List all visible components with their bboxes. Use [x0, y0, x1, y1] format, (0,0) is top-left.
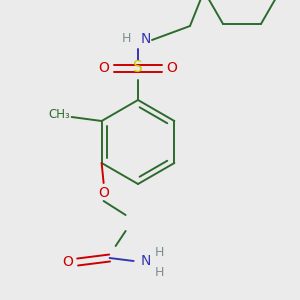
Text: O: O [98, 186, 109, 200]
Text: H: H [155, 266, 164, 278]
Text: H: H [121, 32, 131, 44]
Text: N: N [140, 254, 151, 268]
Text: O: O [167, 61, 177, 75]
Text: O: O [62, 255, 73, 269]
Text: N: N [141, 32, 151, 46]
Text: S: S [133, 61, 143, 76]
Text: H: H [155, 245, 164, 259]
Text: CH₃: CH₃ [49, 109, 70, 122]
Text: O: O [99, 61, 110, 75]
